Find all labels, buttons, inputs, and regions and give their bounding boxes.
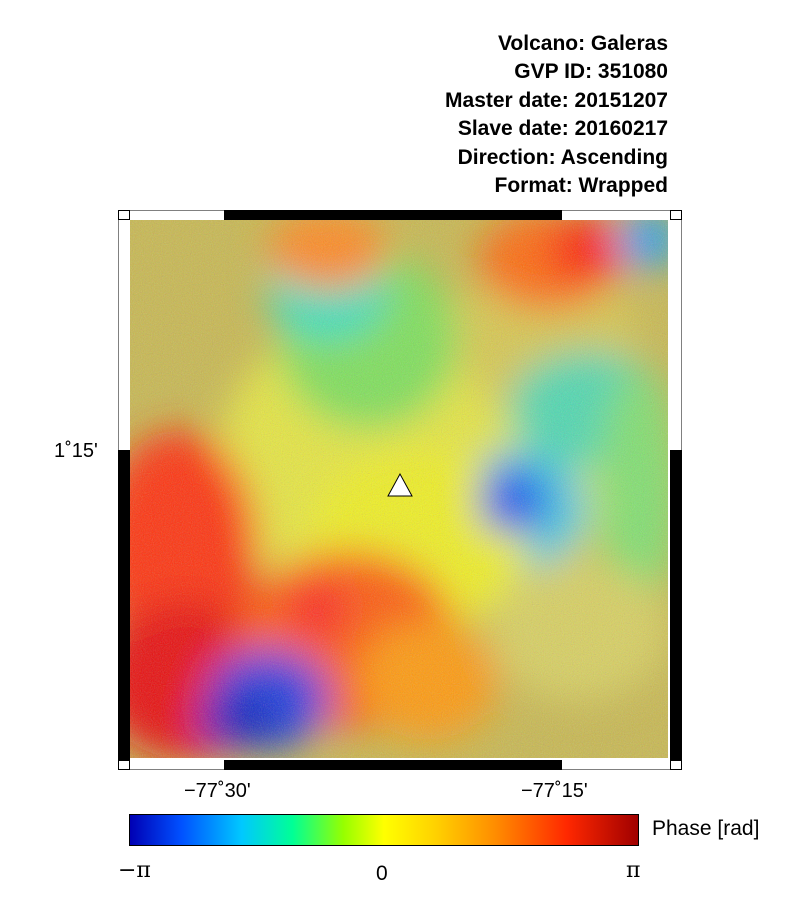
interferogram-svg [118,210,682,770]
frame-bar-right [670,450,682,760]
frame-bar-bottom [224,760,562,770]
metadata-block: Volcano: Galeras GVP ID: 351080 Master d… [445,30,668,200]
longitude-tick-label-1: −77˚30' [184,780,251,802]
gvp-id: GVP ID: 351080 [514,60,668,84]
colorbar-tick-max: π [626,858,641,883]
colorbar-label: Phase [rad] [652,817,760,840]
colorbar-tick-min: −π [118,858,151,883]
interferogram-map [118,210,682,770]
slave-date: Slave date: 20160217 [457,117,668,141]
format: Format: Wrapped [494,174,668,198]
master-date: Master date: 20151207 [445,88,668,112]
frame-bar-top [224,210,562,220]
phase-field [130,220,668,758]
volcano-name: Volcano: Galeras [497,32,668,55]
latitude-tick-label: 1˚15' [54,440,98,462]
volcano-triangle-icon [387,472,413,497]
colorbar-tick-mid: 0 [376,862,388,885]
phase-colorbar [129,814,639,846]
frame-bar-left [118,450,130,760]
direction: Direction: Ascending [457,145,668,169]
longitude-tick-label-2: −77˚15' [521,780,588,802]
